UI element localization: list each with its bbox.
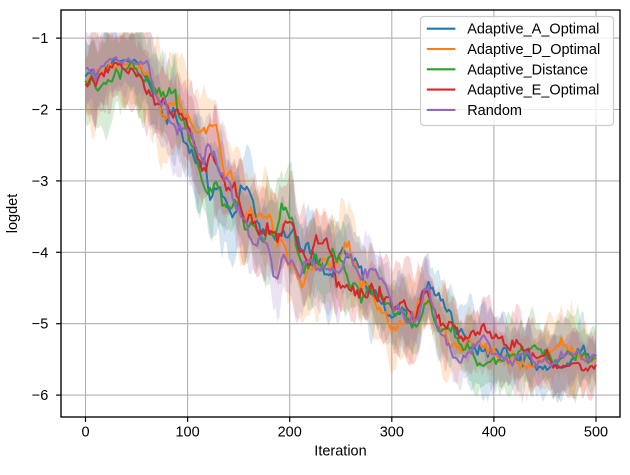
svg-text:−3: −3: [32, 174, 49, 190]
svg-text:Adaptive_D_Optimal: Adaptive_D_Optimal: [467, 42, 600, 58]
svg-text:Adaptive_Distance: Adaptive_Distance: [467, 62, 588, 78]
svg-text:400: 400: [482, 425, 506, 441]
svg-text:Random: Random: [467, 103, 522, 119]
svg-text:Adaptive_A_Optimal: Adaptive_A_Optimal: [467, 22, 599, 38]
svg-text:500: 500: [584, 425, 608, 441]
svg-text:logdet: logdet: [5, 194, 21, 234]
svg-text:−1: −1: [32, 31, 49, 47]
svg-text:0: 0: [81, 425, 89, 441]
svg-text:−2: −2: [32, 103, 49, 119]
svg-text:−6: −6: [32, 388, 49, 404]
svg-text:200: 200: [278, 425, 302, 441]
svg-text:100: 100: [175, 425, 199, 441]
svg-text:Iteration: Iteration: [314, 444, 366, 460]
svg-text:300: 300: [380, 425, 404, 441]
svg-text:Adaptive_E_Optimal: Adaptive_E_Optimal: [467, 83, 599, 99]
svg-text:−4: −4: [32, 245, 49, 261]
svg-text:−5: −5: [32, 317, 49, 333]
